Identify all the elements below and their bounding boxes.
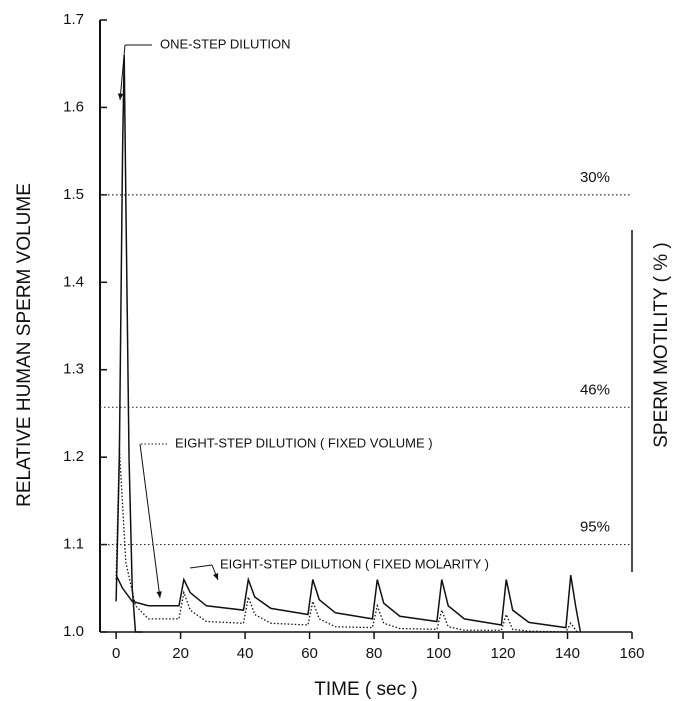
y-tick-label: 1.1 <box>63 536 84 553</box>
annotation-label: EIGHT-STEP DILUTION ( FIXED VOLUME ) <box>175 435 433 450</box>
y-tick-label: 1.2 <box>63 448 84 465</box>
x-tick-label: 60 <box>301 645 318 662</box>
annotation-leader <box>189 564 213 569</box>
x-tick-label: 20 <box>172 645 189 662</box>
series-line <box>115 574 582 633</box>
reference-label: 95% <box>580 519 610 536</box>
reference-label: 46% <box>580 381 610 398</box>
annotation-arrow <box>119 44 126 101</box>
reference-label: 30% <box>580 169 610 186</box>
y-tick-label: 1.7 <box>63 11 84 28</box>
y-tick-label: 1.3 <box>63 361 84 378</box>
x-tick-label: 160 <box>619 645 644 662</box>
series-line <box>115 54 142 633</box>
y-tick-label: 1.6 <box>63 98 84 115</box>
x-tick-label: 140 <box>555 645 580 662</box>
annotation-label: EIGHT-STEP DILUTION ( FIXED MOLARITY ) <box>220 556 489 571</box>
x-tick-label: 80 <box>366 645 383 662</box>
y2-axis-label: SPERM MOTILITY ( % ) <box>651 242 672 448</box>
x-tick-label: 0 <box>112 645 120 662</box>
arrow-head <box>117 93 124 100</box>
x-tick-label: 120 <box>491 645 516 662</box>
arrow-head <box>213 573 219 580</box>
x-axis-label: TIME ( sec ) <box>314 679 417 700</box>
x-tick-label: 40 <box>237 645 254 662</box>
arrow-head <box>156 591 162 598</box>
y-tick-label: 1.5 <box>63 186 84 203</box>
y-axis-label: RELATIVE HUMAN SPERM VOLUME <box>14 183 35 507</box>
annotation-label: ONE-STEP DILUTION <box>160 36 291 51</box>
y-tick-label: 1.4 <box>63 273 84 290</box>
series-line <box>115 448 578 633</box>
y-tick-label: 1.0 <box>63 623 84 640</box>
annotation-arrow <box>139 443 161 599</box>
x-tick-label: 100 <box>426 645 451 662</box>
